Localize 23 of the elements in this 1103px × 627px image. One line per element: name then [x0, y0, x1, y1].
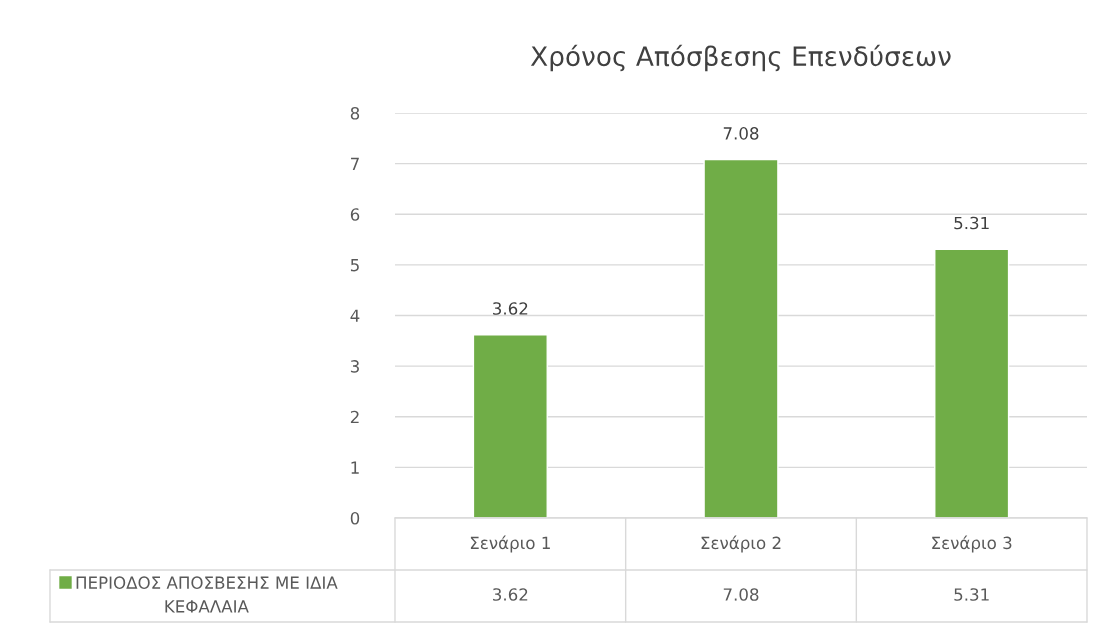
text: 3.62 — [493, 588, 528, 601]
y-tick-label: 5 — [350, 259, 359, 272]
bar — [472, 334, 548, 518]
y-tick-label: 7 — [351, 157, 359, 170]
y-tick-label: 6 — [350, 208, 360, 221]
y-tick-label: 4 — [350, 309, 360, 322]
text: 5.31 — [954, 588, 989, 601]
y-tick-label: 3 — [350, 360, 359, 373]
x-tick-label: Σενάριο 1 — [470, 535, 550, 553]
data-label: 3.62 — [493, 302, 528, 315]
bar — [934, 248, 1010, 518]
x-tick-label: Σενάριο 3 — [932, 535, 1012, 553]
bar — [703, 158, 779, 518]
y-tick-label: 1 — [351, 461, 359, 474]
data-label: 7.08 — [723, 127, 759, 140]
text: 7.08 — [723, 588, 759, 601]
y-tick-label: 2 — [350, 410, 359, 424]
legend-label: ΠΕΡΙΟΔΟΣ ΑΠΟΣΒΕΣΗΣ ΜΕ ΙΔΙΑ ΚΕΦΑΛΑΙΑ — [76, 576, 338, 613]
y-tick-label: 8 — [350, 106, 360, 120]
data-label: 5.31 — [954, 216, 989, 230]
chart-title: Χρόνος Απόσβεσης Επενδύσεων — [530, 44, 951, 72]
y-tick-label: 0 — [350, 511, 360, 525]
x-tick-label: Σενάριο 2 — [701, 535, 781, 553]
